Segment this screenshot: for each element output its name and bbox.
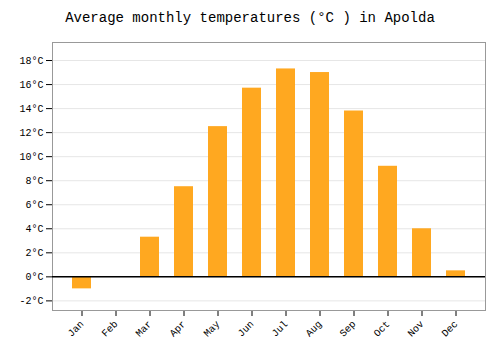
svg-text:0°C: 0°C — [25, 272, 43, 283]
svg-text:Aug: Aug — [304, 319, 325, 340]
svg-text:Nov: Nov — [406, 319, 427, 340]
svg-text:Feb: Feb — [100, 319, 121, 340]
svg-text:6°C: 6°C — [25, 200, 43, 211]
svg-text:Oct: Oct — [372, 319, 393, 340]
svg-text:Dec: Dec — [440, 319, 461, 340]
svg-text:Mar: Mar — [134, 319, 155, 340]
svg-text:8°C: 8°C — [25, 176, 43, 187]
svg-text:Sep: Sep — [338, 319, 359, 340]
svg-text:14°C: 14°C — [19, 104, 43, 115]
svg-text:10°C: 10°C — [19, 152, 43, 163]
html-text:Average monthly temperatures (: Average monthly temperatures (°C ) in Ap… — [65, 10, 435, 26]
svg-text:-2°C: -2°C — [19, 296, 43, 307]
svg-text:4°C: 4°C — [25, 224, 43, 235]
svg-text:12°C: 12°C — [19, 128, 43, 139]
svg-text:May: May — [202, 319, 223, 340]
svg-text:2°C: 2°C — [25, 248, 43, 259]
svg-text:Apr: Apr — [168, 319, 189, 340]
svg-text:Jun: Jun — [236, 319, 257, 340]
svg-text:Jul: Jul — [270, 319, 291, 340]
svg-text:Jan: Jan — [66, 319, 87, 340]
svg-text:16°C: 16°C — [19, 80, 43, 91]
svg-text:18°C: 18°C — [19, 56, 43, 67]
